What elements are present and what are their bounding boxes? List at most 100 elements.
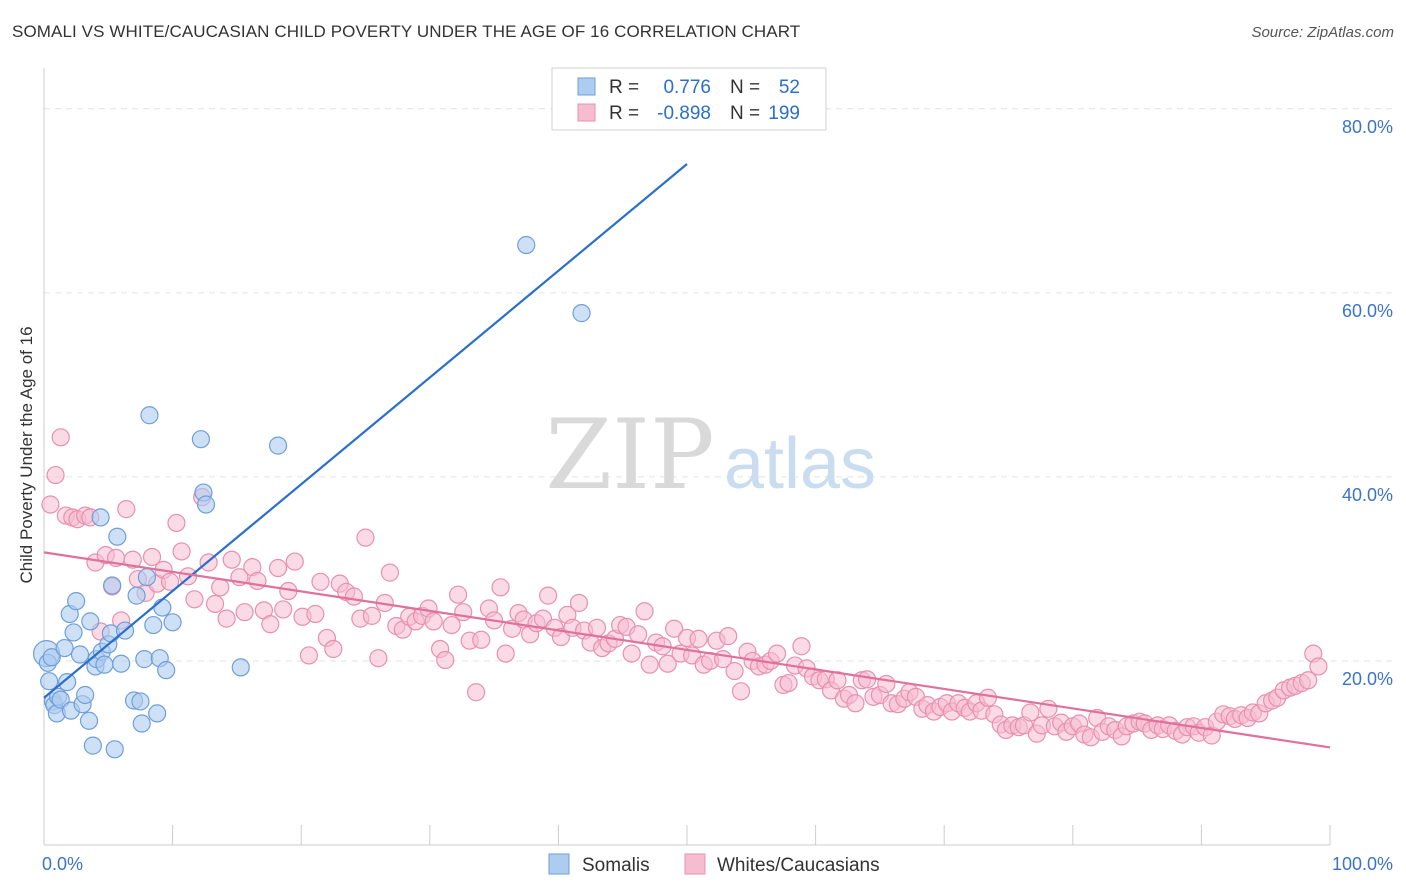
somalis-point [79,711,99,730]
whites-caucasians-point [767,644,787,663]
somalis-point [95,655,114,674]
somalis-point [108,527,127,546]
whites-caucasians-point [640,655,659,674]
somalis-point [103,576,122,595]
legend-swatch-whites [577,103,596,122]
somalis-point [163,613,182,632]
whites-caucasians-point [1309,657,1328,676]
legend-r-label-somalis: R = [609,77,639,98]
whites-caucasians-point [369,649,388,668]
whites-caucasians-point [51,428,70,447]
legend-swatch-somalis [577,77,596,96]
chart-title: SOMALI VS WHITE/CAUCASIAN CHILD POVERTY … [12,22,801,41]
whites-caucasians-point [725,661,744,681]
whites-caucasians-point [466,683,486,702]
whites-caucasians-point [306,604,325,624]
somalis-point [58,673,77,692]
whites-caucasians-point [211,578,230,597]
somalis-point [140,406,159,425]
somalis-trend-line [43,163,688,699]
whites-caucasians-points [41,428,1328,747]
whites-caucasians-point [274,600,293,619]
whites-caucasians-point [689,629,708,648]
whites-caucasians-point [356,528,375,547]
watermark: ZIP atlas [545,399,876,511]
whites-caucasians-point [1021,703,1040,722]
whites-caucasians-point [569,593,589,613]
somalis-point [42,648,61,667]
whites-caucasians-point [472,630,491,649]
whites-caucasians-point [665,619,684,638]
whites-caucasians-point [622,644,641,663]
y-axis-title: Child Poverty Under the Age of 16 [17,326,36,583]
y-tick-label: 60.0% [1342,301,1393,321]
legend-n-label-whites: N = [730,103,760,124]
whites-caucasians-point [185,590,204,609]
somalis-point [148,704,167,723]
somalis-point [144,615,163,635]
somalis-point [127,586,146,605]
x-tick-label: 100.0% [1332,854,1393,874]
whites-caucasians-point [344,587,364,606]
whites-caucasians-point [731,682,751,701]
whites-caucasians-point [268,558,288,578]
somalis-point [67,592,86,611]
whites-caucasians-point [454,603,473,622]
whites-caucasians-point [285,552,304,571]
legend-box [551,67,827,131]
somalis-point [196,495,216,514]
whites-caucasians-point [217,609,236,628]
whites-caucasians-point [167,513,186,533]
source-credit: Source: ZipAtlas.com [1251,24,1394,41]
whites-caucasians-point [261,615,280,634]
whites-caucasians-point [846,694,865,713]
watermark-zip: ZIP [545,399,714,511]
whites-caucasians-point [442,615,461,635]
y-tick-label: 40.0% [1342,485,1393,505]
axes [43,68,1331,846]
whites-caucasians-point [248,571,267,590]
whites-caucasians-point [362,606,382,625]
whites-caucasians-point [41,495,60,514]
whites-caucasians-point [658,654,677,673]
somalis-point [55,638,74,658]
whites-caucasians-point [857,670,877,689]
somalis-point [268,436,288,455]
whites-caucasians-point [792,637,811,656]
whites-caucasians-point [222,550,241,569]
somalis-point [572,304,591,323]
bottom-legend-label-somalis: Somalis [582,855,650,876]
whites-caucasians-point [587,618,607,637]
somalis-point [517,235,536,255]
somalis-point [137,568,156,587]
somalis-point [83,736,102,755]
whites-caucasians-point [978,688,998,707]
whites-caucasians-point [635,602,654,621]
somalis-point [40,672,59,691]
tick-labels: 20.0% 40.0% 60.0% 80.0% 0.0% 100.0% [42,117,1393,874]
whites-caucasians-point [46,465,65,485]
whites-caucasians-point [160,572,180,591]
whites-caucasians-point [539,586,558,605]
legend-r-label-whites: R = [609,103,639,124]
whites-caucasians-point [779,673,798,693]
whites-caucasians-point [719,627,738,646]
legend-r-value-somalis: 0.776 [663,77,711,98]
whites-caucasians-point [205,594,225,613]
whites-caucasians-point [172,542,191,561]
somalis-point [105,740,124,759]
whites-caucasians-point [123,550,142,569]
y-tick-label: 20.0% [1342,669,1393,689]
whites-caucasians-point [117,500,136,519]
whites-caucasians-point [380,563,400,582]
legend-r-value-whites: -0.898 [657,103,711,124]
legend-n-label-somalis: N = [730,77,760,98]
somalis-point [191,430,210,449]
whites-caucasians-point [491,578,510,597]
whites-caucasians-point [142,547,162,567]
somalis-point [132,714,151,733]
somalis-point [153,598,172,617]
whites-caucasians-point [436,650,455,670]
whites-caucasians-point [448,585,468,604]
